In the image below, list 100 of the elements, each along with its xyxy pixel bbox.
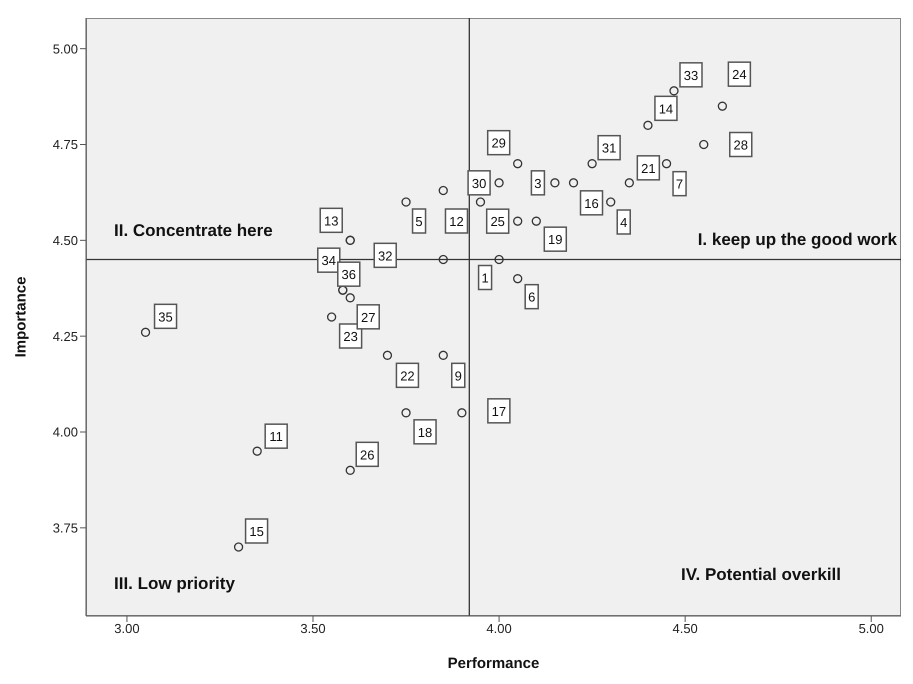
point (401, 408, 411, 418)
label-box: 31 (597, 134, 621, 160)
annotation: 21 (641, 160, 656, 176)
point (438, 186, 448, 196)
annotation: 23 (343, 329, 358, 344)
annotation: 24 (732, 67, 747, 82)
annotation: 26 (360, 447, 374, 462)
label-box: 32 (373, 242, 397, 268)
annotation: 4 (620, 215, 628, 230)
point (513, 274, 522, 284)
label-box: 14 (654, 96, 678, 122)
annotation: 11 (269, 429, 283, 444)
point (643, 120, 653, 130)
annotation: 17 (492, 404, 506, 419)
label-box: 23 (338, 323, 362, 349)
annotation: 36 (342, 267, 356, 282)
label-box: 7 (672, 170, 687, 196)
x-tick-label: 4.00 (486, 621, 512, 636)
annotation: 19 (548, 232, 563, 248)
point (382, 350, 392, 360)
label-box: 16 (580, 190, 604, 216)
label-box: 34 (317, 247, 341, 273)
point (568, 178, 578, 188)
x-tick-label: 3.00 (114, 621, 140, 636)
annotation: 12 (449, 214, 464, 229)
label-box: 28 (729, 132, 753, 158)
annotation: 7 (676, 176, 684, 192)
y-tick-label: 3.75 (52, 520, 78, 536)
annotation: 25 (490, 214, 505, 230)
annotation: 33 (684, 68, 698, 83)
label-box: 21 (636, 155, 660, 181)
point (234, 542, 244, 552)
label-box: 4 (616, 209, 631, 235)
annotation: 27 (360, 310, 376, 325)
label-box: 13 (319, 208, 343, 234)
x-tick-label: 3.50 (300, 621, 326, 636)
annotation: III. Low priority (114, 574, 235, 594)
point (494, 254, 504, 264)
annotation: 31 (602, 140, 616, 156)
point (699, 140, 708, 150)
point (457, 408, 467, 418)
annotation: 22 (400, 368, 415, 384)
label-box: 18 (413, 419, 437, 445)
annotation: II. Concentrate here (114, 221, 273, 242)
point (513, 159, 522, 168)
y-tick-label: 4.25 (52, 328, 78, 344)
annotation: 35 (158, 309, 173, 324)
y-tick-label: 4.00 (52, 424, 78, 440)
point (718, 102, 728, 111)
point (606, 197, 616, 207)
annotation: 28 (734, 138, 748, 152)
label-box: 30 (467, 170, 491, 196)
annotation: 18 (418, 424, 432, 440)
annotation: IV. Potential overkill (681, 565, 841, 586)
label-box: 24 (728, 61, 752, 87)
point (662, 159, 672, 168)
label-box: 19 (544, 226, 568, 252)
annotation: 32 (378, 248, 392, 264)
annotation: 14 (658, 101, 674, 116)
point (669, 86, 679, 96)
annotation: 29 (491, 136, 506, 151)
annotation: 1 (481, 270, 489, 286)
annotation: 9 (454, 368, 462, 384)
point (550, 178, 560, 188)
annotation: 6 (528, 290, 536, 305)
point (494, 178, 504, 188)
y-tick-label: 4.75 (52, 137, 78, 152)
annotation: 3 (534, 176, 542, 191)
point (401, 197, 411, 207)
y-axis-title: Importance (12, 276, 30, 358)
label-box: 15 (244, 518, 268, 544)
annotation: 13 (324, 213, 338, 228)
label-box: 6 (524, 284, 539, 310)
y-tick-label: 4.50 (52, 232, 78, 248)
annotation: 34 (322, 253, 336, 268)
label-box: 29 (486, 130, 510, 156)
point (438, 254, 448, 264)
label-box: 17 (487, 398, 511, 424)
annotation: 5 (415, 214, 423, 229)
point (346, 293, 355, 302)
annotation: I. keep up the good work (698, 230, 897, 250)
x-axis-title: Performance (448, 655, 540, 672)
annotation: 15 (249, 524, 264, 539)
point (624, 178, 634, 188)
x-tick-label: 4.50 (672, 621, 698, 636)
x-tick-label: 5.00 (858, 621, 884, 636)
point (587, 159, 597, 168)
annotation: 16 (584, 196, 599, 211)
label-box: 27 (356, 304, 380, 330)
point (140, 328, 150, 337)
label-box: 1 (478, 264, 492, 290)
label-box: 25 (486, 208, 510, 234)
label-box: 35 (154, 304, 178, 330)
point (252, 446, 262, 456)
label-box: 3 (530, 170, 546, 196)
point (476, 197, 486, 207)
label-box: 22 (396, 362, 420, 388)
label-box: 11 (264, 423, 288, 449)
point (532, 216, 541, 226)
label-box: 12 (444, 208, 468, 234)
